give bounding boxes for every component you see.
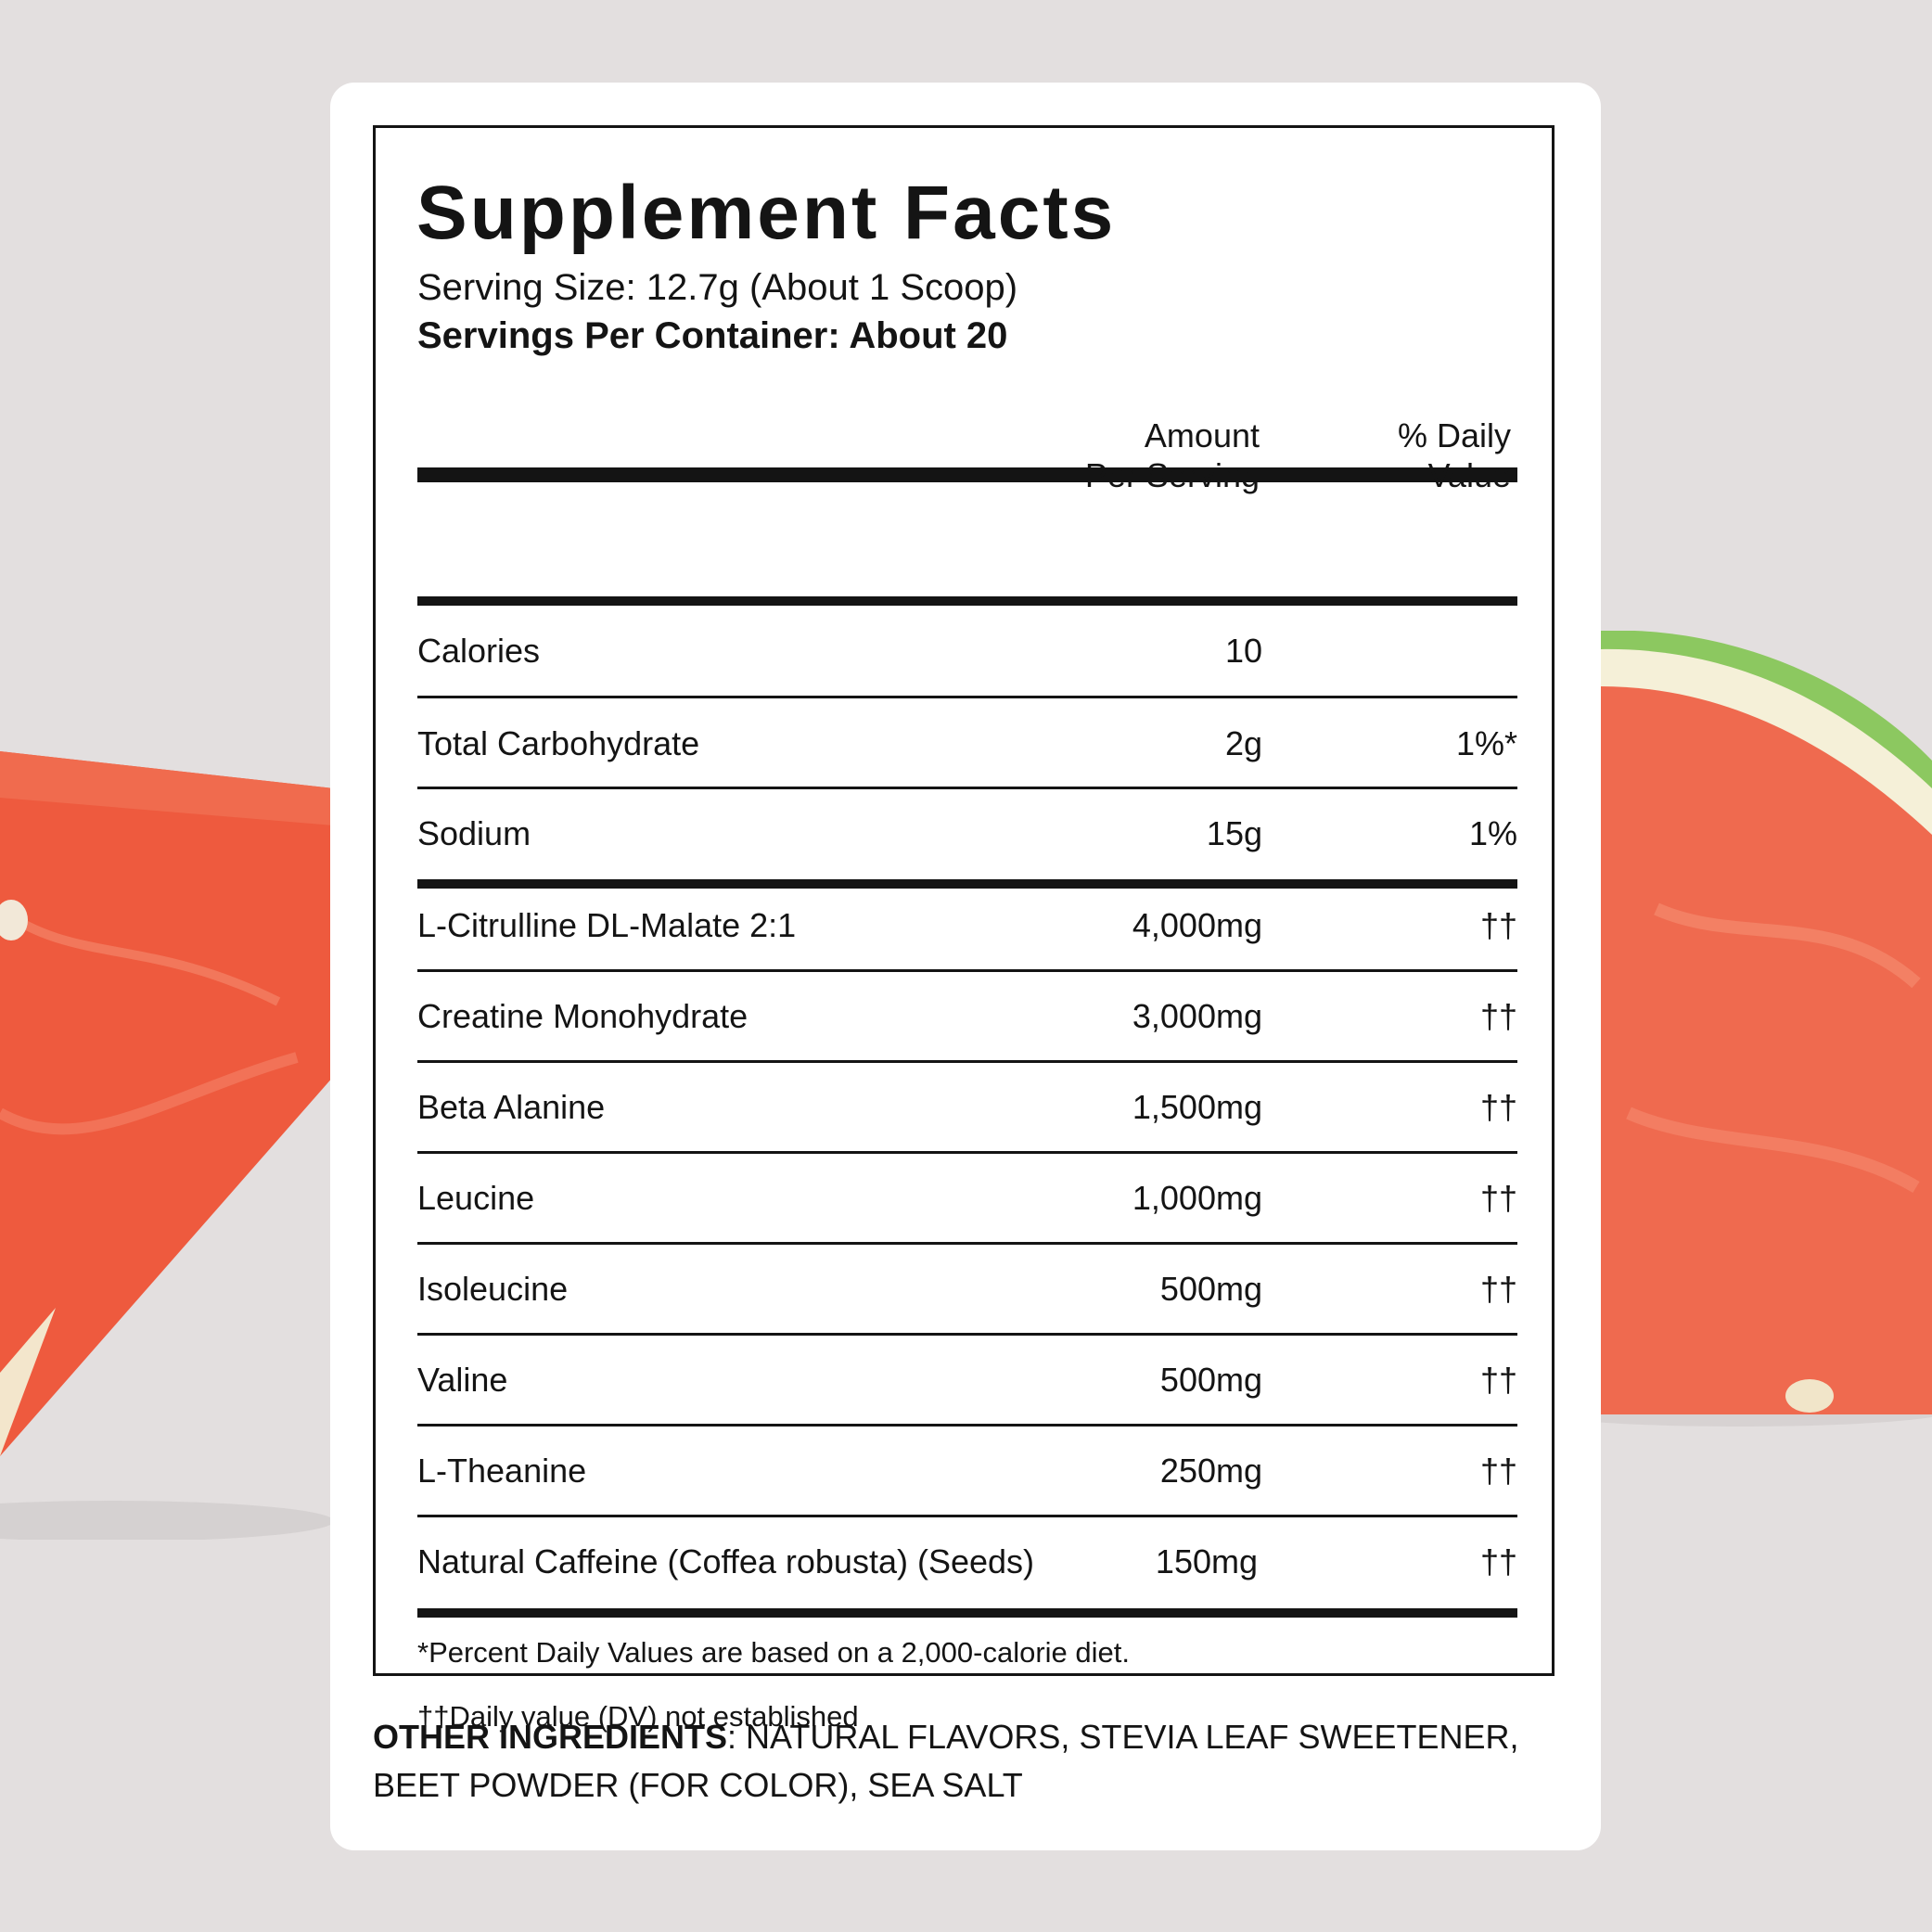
nutrient-row: Sodium 15g 1% [417, 788, 1517, 879]
ingredient-name: Valine [417, 1361, 508, 1399]
ingredient-amount: 1,500mg [1132, 1088, 1262, 1126]
ingredient-row: Valine 500mg †† [417, 1335, 1517, 1426]
other-ingredients: OTHER INGREDIENTS: NATURAL FLAVORS, STEV… [373, 1713, 1569, 1810]
ingredient-daily-value: †† [1479, 1179, 1517, 1217]
ingredient-daily-value: †† [1479, 1088, 1517, 1126]
row-divider [417, 1515, 1517, 1517]
medium-divider [417, 596, 1517, 606]
nutrient-row: Total Carbohydrate 2g 1%* [417, 698, 1517, 789]
nutrient-amount: 10 [1224, 632, 1262, 670]
ingredient-amount: 3,000mg [1132, 997, 1262, 1035]
medium-divider [417, 879, 1517, 889]
servings-per-container: Servings Per Container: About 20 [417, 315, 1008, 356]
serving-size: Serving Size: 12.7g (About 1 Scoop) [417, 267, 1018, 308]
row-divider [417, 1151, 1517, 1154]
watermelon-left-image [0, 751, 334, 1540]
row-divider [417, 1424, 1517, 1427]
ingredient-amount: 250mg [1159, 1452, 1262, 1490]
supplement-facts-panel: Supplement Facts Serving Size: 12.7g (Ab… [373, 125, 1555, 1733]
ingredient-name: L-Citrulline DL-Malate 2:1 [417, 906, 797, 944]
ingredient-daily-value: †† [1479, 1270, 1517, 1308]
ingredient-daily-value: †† [1479, 1452, 1517, 1490]
row-divider [417, 696, 1517, 698]
ingredient-amount: 500mg [1159, 1270, 1262, 1308]
ingredient-row: L-Citrulline DL-Malate 2:1 4,000mg †† [417, 880, 1517, 971]
watermelon-right-image [1601, 631, 1932, 1427]
thick-divider [417, 1608, 1517, 1618]
nutrient-row: Calories 10 [417, 606, 1517, 697]
ingredient-amount: 500mg [1159, 1361, 1262, 1399]
nutrient-amount: 15g [1206, 814, 1262, 852]
row-divider [417, 787, 1517, 789]
ingredient-name: Beta Alanine [417, 1088, 606, 1126]
ingredient-row: Natural Caffeine (Coffea robusta) (Seeds… [417, 1516, 1517, 1607]
other-ingredients-text: : NATURAL FLAVORS, STEVIA LEAF SWEETENER… [373, 1718, 1519, 1804]
ingredient-name: Isoleucine [417, 1270, 569, 1308]
ingredient-name: Creatine Monohydrate [417, 997, 748, 1035]
ingredient-row: Leucine 1,000mg †† [417, 1153, 1517, 1244]
ingredient-daily-value: †† [1479, 997, 1517, 1035]
other-ingredients-label: OTHER INGREDIENTS [373, 1718, 728, 1756]
ingredient-daily-value: †† [1479, 906, 1517, 944]
daily-value-header-line1: % Daily [1397, 416, 1511, 454]
row-divider [417, 1060, 1517, 1063]
row-divider [417, 1333, 1517, 1336]
nutrient-daily-value: 1% [1468, 814, 1517, 852]
page-title: Supplement Facts [416, 171, 1117, 255]
ingredient-amount: 150mg [1155, 1542, 1258, 1580]
nutrient-name: Sodium [417, 814, 531, 852]
nutrient-name: Calories [417, 632, 541, 670]
nutrient-amount: 2g [1224, 724, 1262, 762]
supplement-card: Supplement Facts Serving Size: 12.7g (Ab… [330, 83, 1601, 1850]
row-divider [417, 1242, 1517, 1245]
row-divider [417, 969, 1517, 972]
daily-value-not-established-note: ††Daily value (DV) not established [417, 1700, 859, 1733]
ingredient-daily-value: †† [1479, 1542, 1517, 1580]
daily-value-header: % Daily Value [1398, 416, 1511, 495]
percent-daily-value-note: *Percent Daily Values are based on a 2,0… [417, 1636, 1130, 1669]
ingredient-name: L-Theanine [417, 1452, 587, 1490]
ingredient-row: Creatine Monohydrate 3,000mg †† [417, 971, 1517, 1062]
ingredient-amount: 1,000mg [1132, 1179, 1262, 1217]
ingredient-row: L-Theanine 250mg †† [417, 1426, 1517, 1516]
nutrient-name: Total Carbohydrate [417, 724, 700, 762]
amount-header: Amount Per Serving [1085, 416, 1260, 495]
daily-value-header-line2: Value [1427, 456, 1511, 494]
ingredient-amount: 4,000mg [1132, 906, 1262, 944]
amount-header-line2: Per Serving [1084, 456, 1260, 494]
ingredient-name: Natural Caffeine (Coffea robusta) (Seeds… [417, 1542, 1035, 1580]
amount-header-line1: Amount [1144, 416, 1260, 454]
ingredient-name: Leucine [417, 1179, 535, 1217]
ingredient-row: Beta Alanine 1,500mg †† [417, 1062, 1517, 1153]
ingredient-daily-value: †† [1479, 1361, 1517, 1399]
ingredient-row: Isoleucine 500mg †† [417, 1244, 1517, 1335]
thick-divider [417, 467, 1517, 482]
nutrient-daily-value: 1%* [1455, 724, 1517, 762]
